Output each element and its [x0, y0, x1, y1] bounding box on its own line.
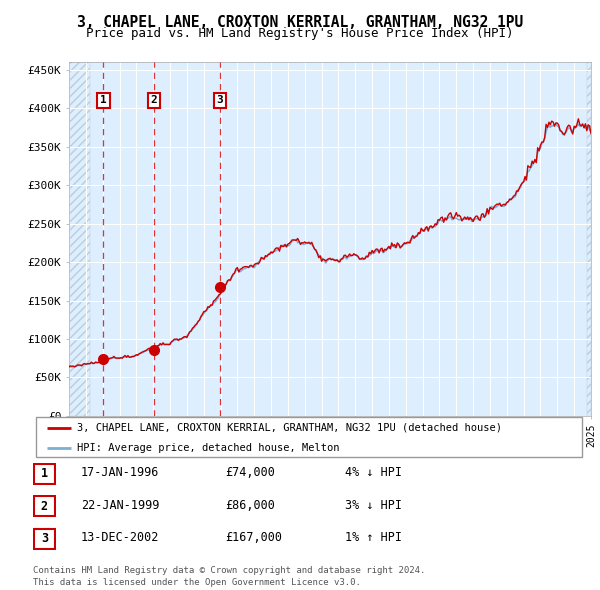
Text: 1: 1	[41, 467, 48, 480]
Bar	[69, 62, 90, 416]
FancyBboxPatch shape	[36, 417, 582, 457]
Text: 3% ↓ HPI: 3% ↓ HPI	[345, 499, 402, 512]
FancyBboxPatch shape	[34, 464, 55, 484]
Text: 22-JAN-1999: 22-JAN-1999	[81, 499, 160, 512]
FancyBboxPatch shape	[34, 529, 55, 549]
Text: 4% ↓ HPI: 4% ↓ HPI	[345, 466, 402, 479]
Text: 13-DEC-2002: 13-DEC-2002	[81, 531, 160, 544]
Text: Contains HM Land Registry data © Crown copyright and database right 2024.
This d: Contains HM Land Registry data © Crown c…	[33, 566, 425, 587]
Text: £74,000: £74,000	[225, 466, 275, 479]
FancyBboxPatch shape	[34, 496, 55, 516]
Text: £86,000: £86,000	[225, 499, 275, 512]
Text: 1: 1	[100, 96, 107, 106]
Bar	[69, 62, 90, 416]
Text: HPI: Average price, detached house, Melton: HPI: Average price, detached house, Melt…	[77, 444, 340, 454]
Text: 3: 3	[217, 96, 223, 106]
Bar	[587, 62, 591, 416]
Text: Price paid vs. HM Land Registry's House Price Index (HPI): Price paid vs. HM Land Registry's House …	[86, 27, 514, 40]
Text: 1% ↑ HPI: 1% ↑ HPI	[345, 531, 402, 544]
Text: 17-JAN-1996: 17-JAN-1996	[81, 466, 160, 479]
Text: 3, CHAPEL LANE, CROXTON KERRIAL, GRANTHAM, NG32 1PU (detached house): 3, CHAPEL LANE, CROXTON KERRIAL, GRANTHA…	[77, 423, 502, 433]
Text: 3: 3	[41, 532, 48, 545]
Text: 2: 2	[151, 96, 158, 106]
Text: 2: 2	[41, 500, 48, 513]
Text: 3, CHAPEL LANE, CROXTON KERRIAL, GRANTHAM, NG32 1PU: 3, CHAPEL LANE, CROXTON KERRIAL, GRANTHA…	[77, 15, 523, 30]
Text: £167,000: £167,000	[225, 531, 282, 544]
